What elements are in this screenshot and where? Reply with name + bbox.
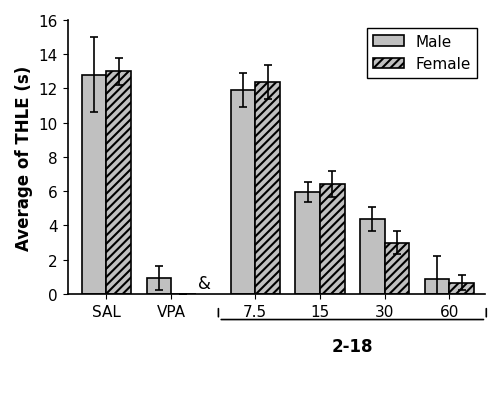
Bar	[296, 193, 320, 294]
Bar	[82, 76, 106, 294]
Text: 2-18: 2-18	[332, 337, 373, 355]
Bar	[256, 83, 280, 294]
Bar	[450, 283, 474, 294]
Bar	[230, 91, 256, 294]
Bar	[384, 243, 409, 294]
Bar	[425, 280, 450, 294]
Bar	[360, 219, 384, 294]
Legend: Male, Female: Male, Female	[367, 29, 478, 78]
Bar	[146, 279, 171, 294]
Text: &: &	[198, 274, 210, 292]
Bar	[106, 72, 131, 294]
Y-axis label: Average of THLE (s): Average of THLE (s)	[15, 65, 33, 250]
Bar	[320, 185, 344, 294]
